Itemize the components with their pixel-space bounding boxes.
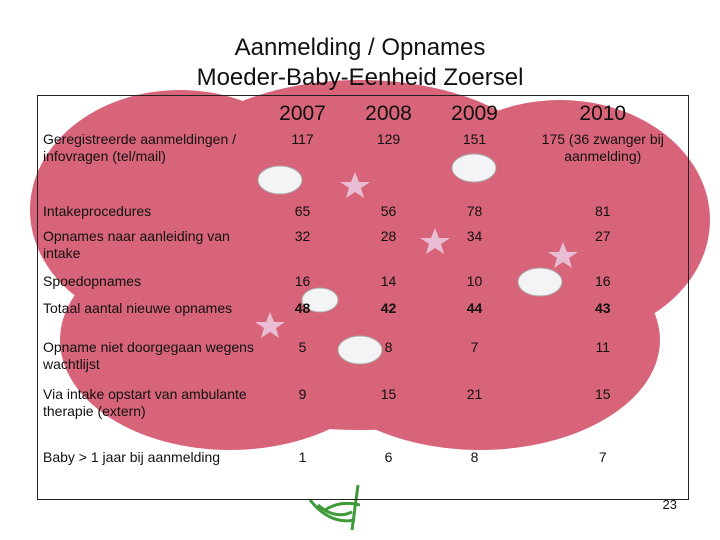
header-2009: 2009 xyxy=(451,101,498,125)
cell-value: 15 xyxy=(380,386,397,402)
cell-value: 44 xyxy=(466,300,483,316)
registration-table: 2007 2008 2009 2010 Geregistreerde aanme… xyxy=(37,95,689,500)
cell-value: 16 xyxy=(294,273,311,289)
cell-value: 56 xyxy=(380,203,397,219)
row-label: Intakeprocedures xyxy=(43,203,152,219)
cell-value: 16 xyxy=(594,273,611,289)
cell-value: 43 xyxy=(594,300,611,316)
cell-value: 117 xyxy=(291,131,314,147)
cell-value: 151 xyxy=(462,131,487,147)
cell-value: 175 (36 zwanger bij aanmelding) xyxy=(541,131,664,164)
cell-value: 1 xyxy=(298,449,307,465)
header-2007: 2007 xyxy=(279,101,326,125)
header-2008: 2008 xyxy=(365,101,412,125)
cell-value: 21 xyxy=(466,386,483,402)
page-number: 23 xyxy=(662,497,677,512)
leaf-logo-icon xyxy=(308,484,361,531)
cell-value: 65 xyxy=(294,203,311,219)
cell-value: 81 xyxy=(594,203,611,219)
cell-value: 28 xyxy=(380,228,397,244)
header-2010: 2010 xyxy=(579,101,627,125)
slide-title-line-2: Moeder-Baby-Eenheid Zoersel xyxy=(196,64,524,91)
cell-value: 10 xyxy=(466,273,483,289)
row-label: Totaal aantal nieuwe opnames xyxy=(43,300,233,316)
cell-value: 8 xyxy=(384,339,393,355)
row-label: Opname niet doorgegaan wegens wachtlijst xyxy=(43,339,254,372)
cell-value: 27 xyxy=(594,228,611,244)
cell-value: 78 xyxy=(466,203,483,219)
cell-value: 7 xyxy=(598,449,607,465)
cell-value: 15 xyxy=(594,386,611,402)
table-row: Baby > 1 jaar bij aanmelding 1 6 8 7 xyxy=(38,449,689,499)
cell-value: 9 xyxy=(298,386,307,402)
cell-value: 7 xyxy=(470,339,479,355)
row-label: Geregistreerde aanmeldingen / infovragen… xyxy=(43,131,237,164)
table-row: Spoedopnames 16 14 10 16 xyxy=(38,273,689,300)
row-label: Via intake opstart van ambulante therapi… xyxy=(43,386,247,419)
cell-value: 48 xyxy=(294,300,311,316)
table-row: Totaal aantal nieuwe opnames 48 42 44 43 xyxy=(38,300,689,339)
row-label: Spoedopnames xyxy=(43,273,142,289)
header-label xyxy=(38,96,260,132)
star-icons xyxy=(255,172,578,338)
cell-value: 14 xyxy=(380,273,397,289)
cell-value: 34 xyxy=(466,228,483,244)
cell-value: 129 xyxy=(376,131,401,147)
pill-icons xyxy=(257,153,563,365)
table-row: Geregistreerde aanmeldingen / infovragen… xyxy=(38,131,689,203)
header-row: 2007 2008 2009 2010 xyxy=(38,96,689,132)
cell-value: 8 xyxy=(470,449,479,465)
table-row: Intakeprocedures 65 56 78 81 xyxy=(38,203,689,228)
table-row: Via intake opstart van ambulante therapi… xyxy=(38,386,689,449)
row-label: Opnames naar aanleiding van intake xyxy=(43,228,230,261)
cell-value: 11 xyxy=(595,339,611,355)
table-row: Opname niet doorgegaan wegens wachtlijst… xyxy=(38,339,689,386)
cell-value: 5 xyxy=(298,339,307,355)
cell-value: 6 xyxy=(384,449,393,465)
pink-cloud-shape xyxy=(30,80,710,450)
row-label: Baby > 1 jaar bij aanmelding xyxy=(43,449,221,465)
cell-value: 32 xyxy=(294,228,311,244)
table-row: Opnames naar aanleiding van intake 32 28 34… xyxy=(38,228,689,273)
slide-title-line-1: Aanmelding / Opnames xyxy=(234,34,486,61)
cell-value: 42 xyxy=(380,300,397,316)
